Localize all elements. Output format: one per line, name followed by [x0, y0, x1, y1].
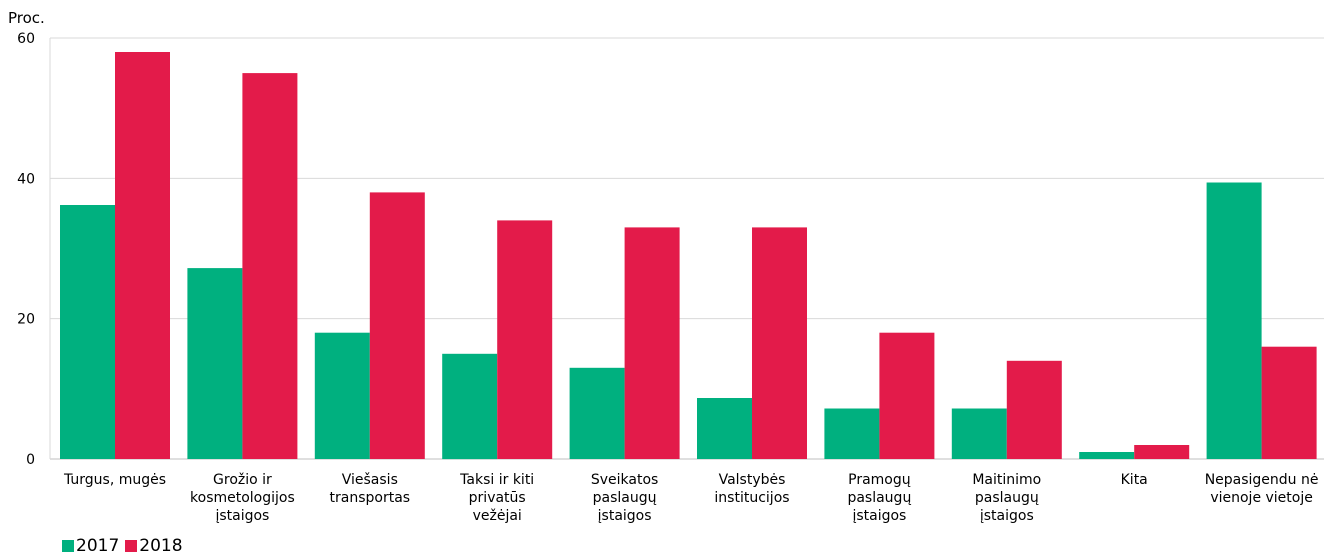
y-tick-labels: 0 20 40 60 — [17, 31, 35, 468]
category-label: įstaigos — [852, 508, 906, 524]
y-tick-label: 60 — [17, 31, 35, 47]
category-labels: Turgus, mugės Grožio ir kosmetologijos įsta… — [63, 472, 1319, 524]
bar-2017 — [187, 268, 243, 459]
bar-2018 — [369, 192, 425, 459]
category-label: transportas — [330, 490, 411, 506]
y-tick-label: 20 — [17, 312, 35, 328]
legend-label-2018: 2018 — [139, 536, 183, 556]
category-label: vienoje vietoje — [1210, 490, 1313, 506]
category-label: privatūs — [469, 490, 526, 506]
category-label: institucijos — [714, 490, 789, 506]
category-label: Sveikatos — [591, 472, 658, 488]
category-label: Viešasis — [342, 472, 398, 488]
bar-2017 — [569, 367, 625, 459]
category-label: Taksi ir kiti — [459, 472, 534, 488]
bar-2018 — [497, 220, 553, 459]
bar-2017 — [60, 205, 115, 459]
category-label: įstaigos — [598, 508, 652, 524]
category-label: paslaugų — [593, 490, 657, 506]
bar-2017 — [697, 398, 752, 459]
bar-2017 — [1206, 182, 1262, 459]
y-axis-label: Proc. — [8, 9, 45, 27]
bar-2018 — [624, 227, 680, 459]
category-label: Turgus, mugės — [63, 472, 166, 488]
legend-item-2017: 2017 — [62, 537, 119, 555]
y-tick-label: 40 — [17, 171, 35, 187]
bar-2018 — [1134, 445, 1190, 459]
y-tick-label: 0 — [26, 452, 35, 468]
category-label: paslaugų — [847, 490, 911, 506]
category-label: Nepasigendu nė — [1205, 472, 1319, 488]
category-label: kosmetologijos — [190, 490, 295, 506]
bar-2017 — [951, 408, 1007, 459]
bar-chart: Proc. 0 20 40 60 Turgus, mugės Grožio ir kosm… — [8, 9, 1324, 524]
bar-2018 — [115, 52, 170, 459]
legend-swatch-2018 — [125, 540, 138, 552]
category-label: Maitinimo — [972, 472, 1041, 488]
bar-2018 — [1006, 360, 1062, 459]
category-label: paslaugų — [975, 490, 1039, 506]
category-label: įstaigos — [215, 508, 269, 524]
bar-2018 — [879, 332, 935, 459]
legend-item-2018: 2018 — [125, 536, 183, 556]
bar-2017 — [314, 332, 370, 459]
category-label: įstaigos — [980, 508, 1034, 524]
bar-2017 — [442, 353, 498, 460]
bar-2018 — [752, 227, 807, 459]
legend-label-2017: 2017 — [76, 536, 120, 556]
legend-swatch-2017 — [62, 540, 74, 552]
category-label: Pramogų — [848, 472, 911, 488]
legend: 2017 2018 — [62, 537, 189, 555]
category-label: vežėjai — [473, 508, 522, 524]
bars — [60, 52, 1317, 460]
bar-2017 — [824, 408, 880, 459]
category-label: Kita — [1121, 472, 1148, 488]
category-label: Grožio ir — [213, 472, 272, 488]
bar-2018 — [1261, 346, 1317, 459]
bar-2017 — [1079, 452, 1135, 459]
bar-2018 — [242, 73, 298, 459]
category-label: Valstybės — [719, 472, 786, 488]
